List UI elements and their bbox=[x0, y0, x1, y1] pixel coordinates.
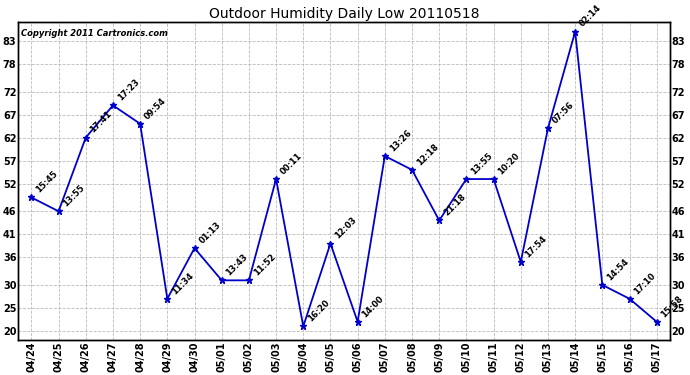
Text: 15:45: 15:45 bbox=[34, 169, 59, 195]
Text: 10:20: 10:20 bbox=[496, 151, 522, 176]
Text: 13:55: 13:55 bbox=[61, 183, 87, 209]
Text: 02:14: 02:14 bbox=[578, 4, 603, 29]
Text: 07:56: 07:56 bbox=[551, 100, 576, 126]
Text: 17:10: 17:10 bbox=[632, 271, 658, 296]
Text: 21:18: 21:18 bbox=[442, 192, 467, 218]
Text: 17:23: 17:23 bbox=[116, 77, 141, 103]
Text: 01:13: 01:13 bbox=[197, 220, 222, 245]
Text: Copyright 2011 Cartronics.com: Copyright 2011 Cartronics.com bbox=[21, 29, 168, 38]
Text: 09:54: 09:54 bbox=[143, 96, 168, 121]
Text: 15:58: 15:58 bbox=[660, 294, 684, 319]
Title: Outdoor Humidity Daily Low 20110518: Outdoor Humidity Daily Low 20110518 bbox=[209, 7, 480, 21]
Text: 17:41: 17:41 bbox=[88, 110, 114, 135]
Text: 16:20: 16:20 bbox=[306, 298, 331, 324]
Text: 11:34: 11:34 bbox=[170, 271, 195, 296]
Text: 13:55: 13:55 bbox=[469, 151, 495, 176]
Text: 14:00: 14:00 bbox=[360, 294, 386, 319]
Text: 13:43: 13:43 bbox=[224, 252, 250, 278]
Text: 11:52: 11:52 bbox=[252, 252, 277, 278]
Text: 12:18: 12:18 bbox=[415, 142, 440, 167]
Text: 12:03: 12:03 bbox=[333, 216, 358, 241]
Text: 13:26: 13:26 bbox=[388, 128, 413, 153]
Text: 17:54: 17:54 bbox=[524, 234, 549, 259]
Text: 00:11: 00:11 bbox=[279, 151, 304, 176]
Text: 14:54: 14:54 bbox=[605, 257, 631, 282]
